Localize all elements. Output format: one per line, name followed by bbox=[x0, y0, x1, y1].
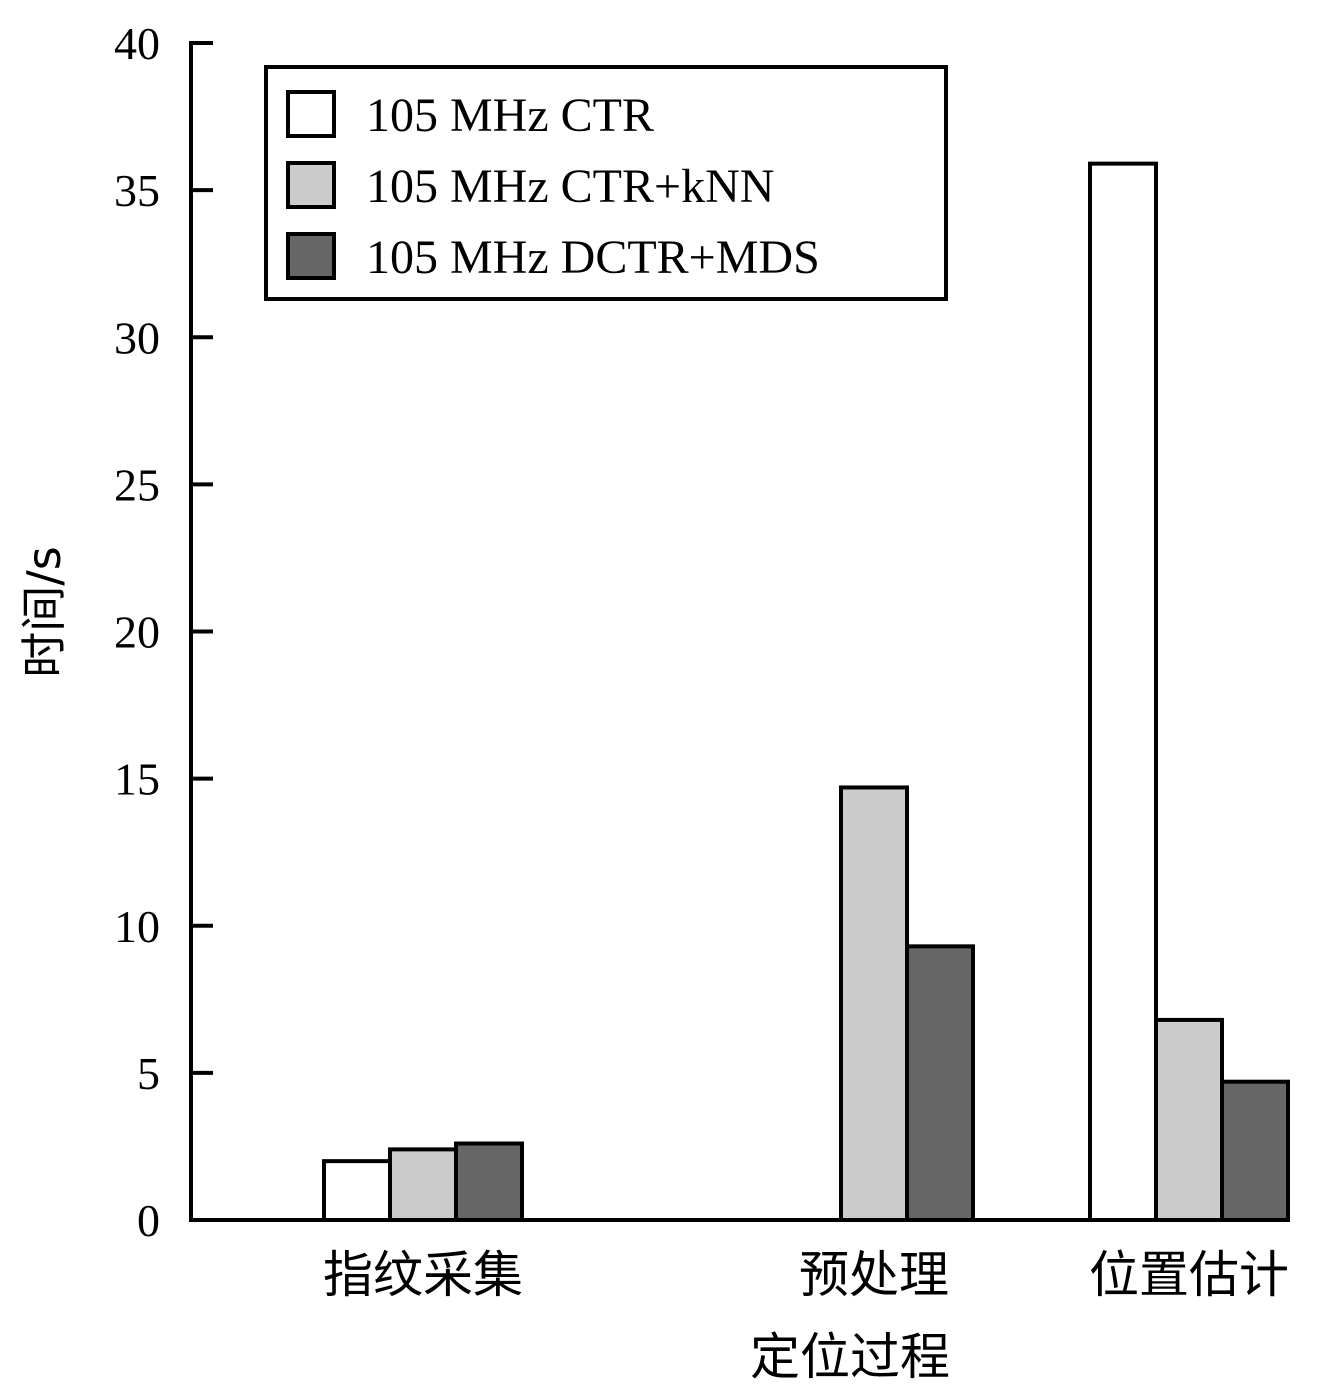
y-tick-label-30: 30 bbox=[114, 312, 160, 363]
legend-label-2: 105 MHz CTR+kNN bbox=[366, 160, 774, 213]
y-tick-label-40: 40 bbox=[114, 18, 160, 69]
y-tick-label-20: 20 bbox=[114, 607, 160, 658]
legend-label-3: 105 MHz DCTR+MDS bbox=[366, 231, 820, 284]
x-categories-group: 指纹采集 预处理 位置估计 bbox=[323, 1246, 1289, 1304]
bars-group bbox=[322, 161, 1290, 1223]
bar-series3-cat3 bbox=[1220, 1079, 1290, 1223]
y-tick-label-35: 35 bbox=[114, 165, 160, 216]
y-tick-label-15: 15 bbox=[114, 754, 160, 805]
y-axis-title: 时间/s bbox=[17, 546, 71, 677]
y-tick-label-10: 10 bbox=[114, 901, 160, 952]
x-category-label-1: 指纹采集 bbox=[323, 1246, 523, 1304]
y-tick-label-0: 0 bbox=[137, 1195, 160, 1246]
legend-swatch-2 bbox=[286, 161, 336, 209]
y-ticks-group: 0 5 10 15 20 25 30 35 40 bbox=[114, 18, 213, 1246]
legend-swatch-1 bbox=[286, 90, 336, 138]
legend-box bbox=[264, 65, 948, 301]
legend-swatch-3 bbox=[286, 232, 336, 280]
x-category-label-3: 位置估计 bbox=[1089, 1246, 1289, 1304]
bar-series3-cat2 bbox=[905, 944, 975, 1222]
legend-label-1: 105 MHz CTR bbox=[366, 89, 654, 142]
x-axis-title: 定位过程 bbox=[750, 1328, 950, 1386]
bar-series1-cat3 bbox=[1088, 161, 1158, 1223]
bar-series2-cat3 bbox=[1154, 1017, 1224, 1222]
bar-series3-cat1 bbox=[454, 1141, 524, 1222]
bar-series2-cat2 bbox=[839, 785, 909, 1222]
legend: 105 MHz CTR 105 MHz CTR+kNN 105 MHz DCTR+M… bbox=[264, 65, 948, 301]
x-category-label-2: 预处理 bbox=[799, 1246, 949, 1304]
bar-series2-cat1 bbox=[388, 1147, 458, 1223]
y-tick-label-25: 25 bbox=[114, 459, 160, 510]
y-tick-label-5: 5 bbox=[137, 1048, 160, 1099]
bar-series1-cat1 bbox=[322, 1159, 392, 1223]
